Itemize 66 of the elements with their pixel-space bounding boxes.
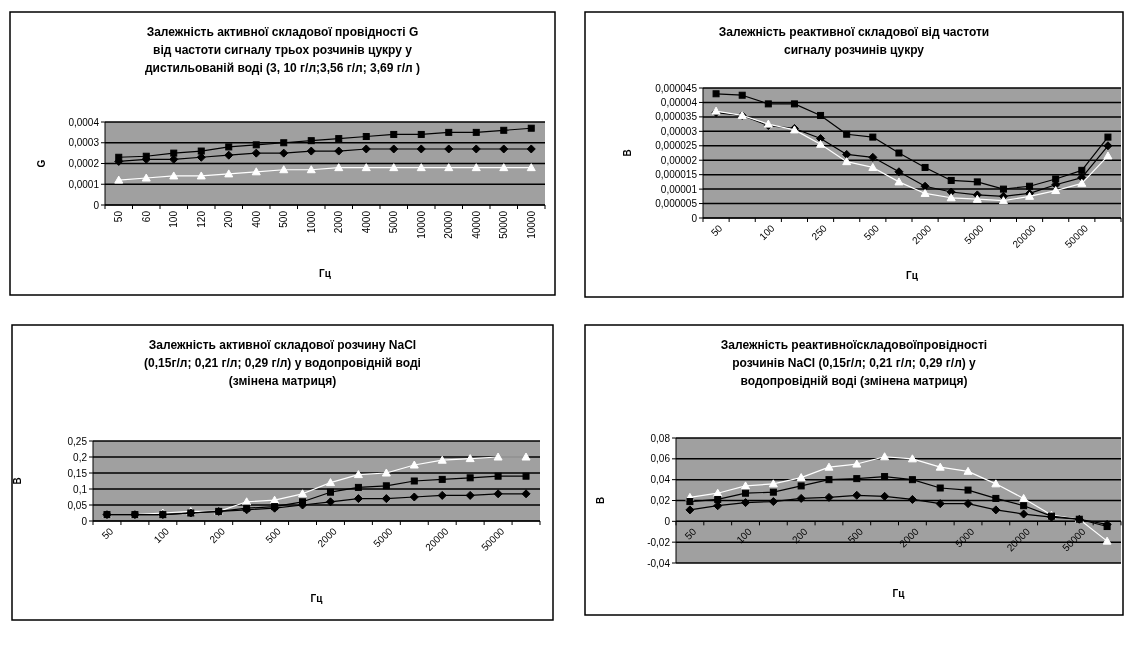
x-tick-label: 500 [263, 525, 284, 546]
x-tick-label: 200 [223, 210, 235, 228]
y-tick-label: 0,000015 [655, 169, 698, 181]
y-tick-label: 0 [81, 515, 88, 527]
x-tick-label: 120 [195, 210, 207, 228]
y-tick-label: 0,06 [650, 453, 671, 465]
chart-title: Залежність активної складової провідності G від частоти сигналу трьох розчинів цукру у дистильованій воді (3, 10 г/л;3,56 г/л; 3,69 г/л ) [144, 25, 421, 75]
y-tick-label: 0,0002 [68, 158, 100, 169]
chart-title: Залежність реактивноїскладовоїпровідності розчинів NaCl (0,15г/л; 0,21 г/л; 0,29 г/л) у водопровідній воді (змінена матриця) [720, 338, 988, 388]
y-tick-label: 0,0004 [68, 116, 100, 128]
x-tick-label: 100 [168, 210, 180, 228]
y-tick-label: 0,04 [650, 474, 671, 486]
y-tick-label: 0,000045 [655, 82, 698, 94]
y-axis-title: B [12, 477, 23, 485]
x-tick-label: 50000 [498, 210, 510, 239]
y-tick-label: 0,00003 [660, 125, 698, 137]
x-axis-title: Гц [319, 268, 332, 279]
y-tick-label: 0,2 [73, 451, 88, 463]
x-tick-label: 100 [734, 525, 755, 546]
x-tick-label: 100 [151, 525, 172, 546]
y-tick-label: 0,00001 [660, 183, 698, 195]
chart-title: Залежність активної складової розчину NaCl (0,15г/л; 0,21 г/л; 0,29 г/л) у водопровідній воді (змінена матриця) [144, 338, 421, 388]
y-tick-label: 0,05 [67, 499, 88, 511]
y-tick-label: 0 [93, 199, 100, 211]
x-tick-label: 40000 [470, 210, 482, 239]
x-tick-label: 200 [207, 525, 228, 546]
x-tick-label: 50 [682, 525, 699, 542]
y-tick-label: 0 [664, 515, 671, 527]
x-tick-label: 1000 [305, 210, 317, 234]
x-tick-label: 250 [809, 222, 830, 243]
x-axis-title: Гц [906, 270, 919, 281]
x-tick-label: 50 [99, 525, 116, 542]
y-axis-title: B [595, 496, 606, 505]
x-tick-label: 20000 [443, 210, 455, 239]
x-tick-label: 10000 [415, 210, 427, 239]
x-tick-label: 50 [708, 222, 725, 239]
y-tick-label: 0,08 [650, 432, 671, 444]
x-tick-label: 2000 [333, 210, 345, 234]
y-tick-label: 0,0003 [68, 137, 100, 149]
x-axis-title: Гц [892, 588, 906, 599]
y-tick-label: 0,00002 [660, 154, 698, 166]
y-tick-label: -0,04 [647, 557, 671, 569]
y-tick-label: 0,1 [73, 483, 88, 495]
y-tick-label: 0,000025 [655, 140, 698, 152]
x-tick-label: 10000 [525, 210, 537, 239]
chart-title: Залежність реактивної складової від частоти сигналу розчинів цукру [718, 25, 990, 57]
y-axis-title: B [622, 149, 633, 157]
y-tick-label: 0,000005 [655, 198, 698, 210]
y-tick-label: 0,25 [67, 435, 88, 447]
x-tick-label: 500 [861, 222, 882, 243]
y-tick-label: 0,00004 [660, 96, 698, 108]
x-tick-label: 100 [757, 222, 777, 243]
y-tick-label: 0 [691, 212, 698, 224]
x-tick-label: 500 [278, 210, 290, 228]
y-tick-label: 0,02 [650, 495, 671, 506]
y-tick-label: -0,02 [647, 536, 671, 548]
y-tick-label: 0,0001 [68, 178, 100, 190]
x-axis-title: Гц [310, 593, 324, 604]
x-tick-label: 50 [113, 210, 125, 223]
x-tick-label: 400 [250, 210, 262, 228]
y-tick-label: 0,000035 [655, 111, 698, 123]
y-axis-title: G [36, 159, 47, 168]
x-tick-label: 5000 [388, 210, 400, 234]
x-tick-label: 4000 [360, 210, 372, 234]
x-tick-label: 60 [140, 210, 152, 223]
y-tick-label: 0,15 [67, 467, 88, 479]
